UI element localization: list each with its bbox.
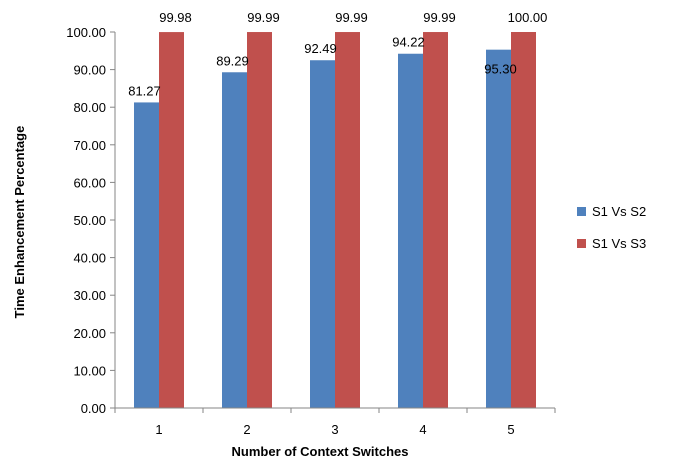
data-label-s1-vs-s3: 100.00	[508, 10, 548, 25]
data-label-s1-vs-s3: 99.98	[159, 10, 192, 25]
bar-s1-vs-s3	[423, 32, 448, 409]
bars	[134, 32, 536, 409]
legend-swatch-s1-vs-s3	[577, 239, 586, 248]
bar-s1-vs-s2	[398, 53, 423, 409]
y-tick-label: 60.00	[73, 175, 106, 190]
bar-s1-vs-s3	[159, 32, 184, 409]
y-tick-label: 0.00	[81, 401, 106, 416]
x-tick-label: 1	[155, 422, 162, 437]
x-tick-label: 4	[419, 422, 426, 437]
legend: S1 Vs S2 S1 Vs S3	[577, 204, 646, 251]
bar-s1-vs-s2	[222, 72, 247, 409]
data-label-s1-vs-s2: 94.22	[392, 35, 425, 50]
y-axis-title: Time Enhancement Percentage	[12, 126, 27, 319]
bar-s1-vs-s2	[134, 102, 159, 408]
legend-label-s1-vs-s3: S1 Vs S3	[592, 236, 646, 251]
y-tick-label: 10.00	[73, 363, 106, 378]
x-tick-label: 2	[243, 422, 250, 437]
legend-label-s1-vs-s2: S1 Vs S2	[592, 204, 646, 219]
bar-s1-vs-s2	[310, 60, 335, 408]
y-tick-label: 100.00	[66, 25, 106, 40]
bar-s1-vs-s2	[486, 49, 511, 409]
y-tick-label: 80.00	[73, 100, 106, 115]
bar-s1-vs-s3	[247, 32, 272, 409]
y-tick-label: 20.00	[73, 326, 106, 341]
data-label-s1-vs-s2: 81.27	[128, 83, 161, 98]
legend-swatch-s1-vs-s2	[577, 207, 586, 216]
x-tick-label: 5	[507, 422, 514, 437]
y-tick-label: 50.00	[73, 213, 106, 228]
x-tick-label: 3	[331, 422, 338, 437]
bar-s1-vs-s3	[511, 32, 536, 408]
x-axis-ticks: 1 2 3 4 5	[114, 408, 556, 437]
data-label-s1-vs-s3: 99.99	[247, 10, 280, 25]
y-tick-label: 40.00	[73, 251, 106, 266]
data-label-s1-vs-s2: 95.30	[484, 62, 517, 77]
data-label-s1-vs-s2: 89.29	[216, 53, 249, 68]
x-axis-title: Number of Context Switches	[232, 444, 409, 459]
data-label-s1-vs-s3: 99.99	[423, 10, 456, 25]
y-tick-label: 70.00	[73, 138, 106, 153]
y-axis-ticks: 0.00 10.00 20.00 30.00 40.00 50.00 60.00 70.00 8…	[66, 25, 115, 416]
bar-s1-vs-s3	[335, 32, 360, 409]
data-label-s1-vs-s2: 92.49	[304, 41, 337, 56]
y-tick-label: 90.00	[73, 63, 106, 78]
data-label-s1-vs-s3: 99.99	[335, 10, 368, 25]
data-labels: 81.27 99.98 89.29 99.99 92.49 99.99 94.22 99.99…	[128, 10, 547, 98]
y-tick-label: 30.00	[73, 288, 106, 303]
